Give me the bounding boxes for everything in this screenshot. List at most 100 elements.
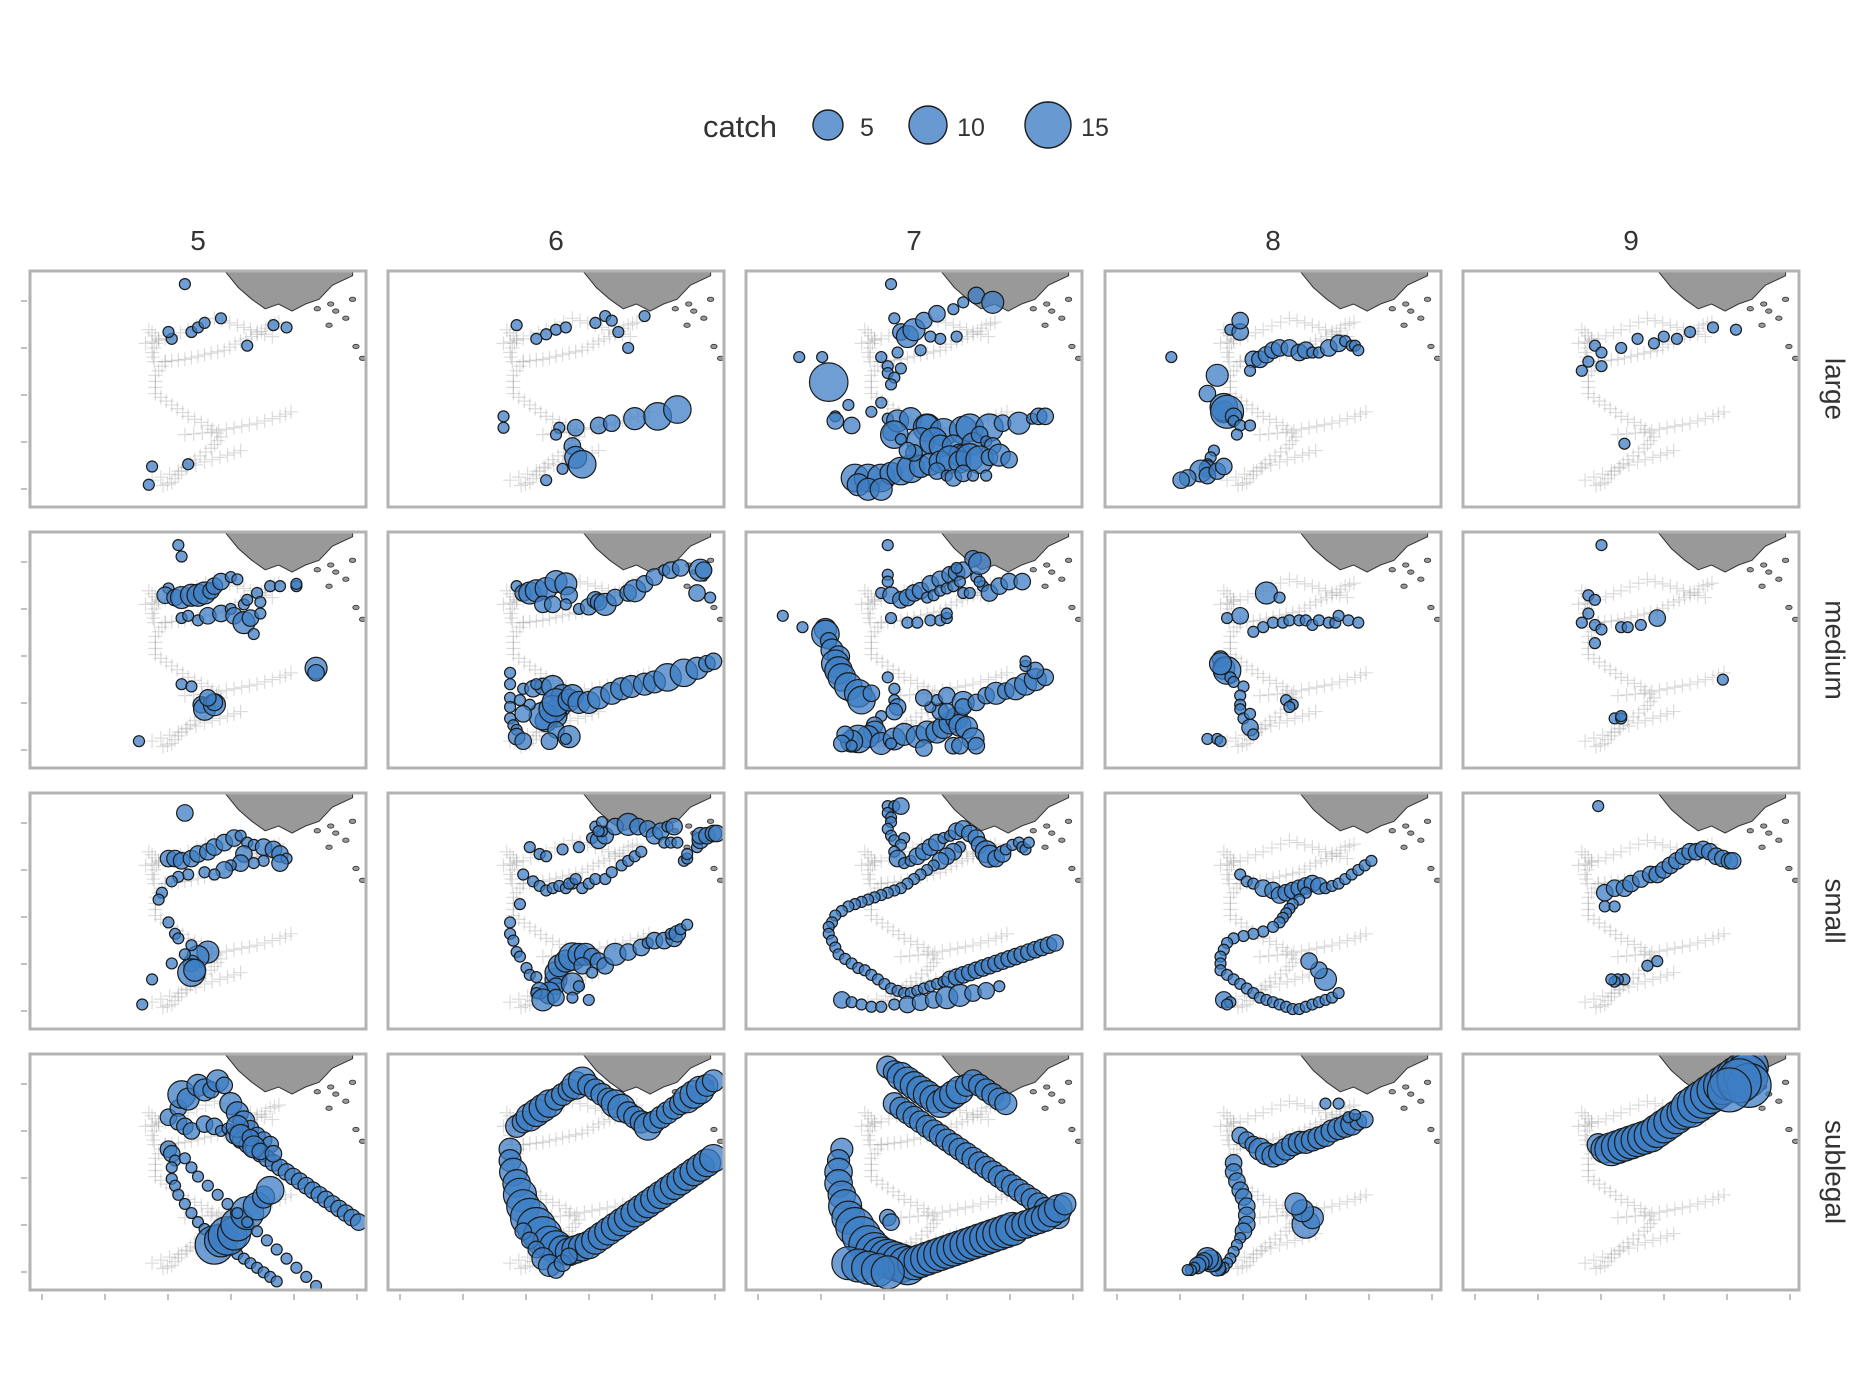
catch-point bbox=[165, 1161, 178, 1174]
track-cross bbox=[1311, 1103, 1326, 1118]
track-cross bbox=[568, 1127, 583, 1142]
track-cross bbox=[1637, 702, 1652, 717]
panel-border bbox=[1461, 530, 1801, 770]
track-cross bbox=[250, 416, 265, 431]
track-cross bbox=[1655, 315, 1670, 330]
catch-points bbox=[776, 539, 1055, 757]
track-cross bbox=[147, 340, 162, 355]
track-cross bbox=[1295, 448, 1310, 463]
island-4 bbox=[1427, 604, 1435, 611]
track-cross bbox=[505, 601, 520, 616]
track-cross bbox=[1581, 896, 1596, 911]
track-cross bbox=[1660, 681, 1675, 696]
track-cross bbox=[874, 615, 889, 630]
track-cross bbox=[1353, 407, 1368, 422]
track-cross bbox=[1263, 719, 1278, 733]
catch-point bbox=[681, 918, 694, 931]
track-cross bbox=[516, 354, 531, 369]
catch-point bbox=[1332, 1097, 1345, 1110]
track-cross bbox=[1332, 1196, 1347, 1211]
track-cross bbox=[174, 1247, 189, 1262]
island-7 bbox=[1423, 818, 1432, 824]
track-cross bbox=[1317, 678, 1332, 693]
track-cross bbox=[1262, 934, 1277, 949]
track-cross bbox=[1262, 673, 1277, 688]
panel-content bbox=[496, 793, 724, 1015]
catch-points bbox=[132, 539, 328, 748]
track-cross bbox=[1622, 840, 1637, 855]
track-cross bbox=[1620, 452, 1635, 467]
catch-point bbox=[1608, 900, 1621, 913]
track-cross bbox=[1630, 715, 1645, 730]
track-cross bbox=[1638, 713, 1653, 728]
facet-col-label-6: 6 bbox=[548, 225, 564, 256]
track-cross bbox=[250, 325, 265, 339]
track-cross bbox=[1240, 1111, 1255, 1126]
track-cross bbox=[981, 1194, 996, 1209]
track-cross bbox=[1652, 422, 1667, 437]
catch-point bbox=[215, 1076, 234, 1095]
track-cross bbox=[863, 340, 878, 355]
catch-points bbox=[1592, 800, 1742, 988]
landmass bbox=[224, 532, 354, 573]
track-cross bbox=[191, 871, 205, 886]
track-cross bbox=[145, 1117, 160, 1132]
track-cross bbox=[1226, 624, 1241, 639]
track-cross bbox=[499, 322, 514, 337]
track-cross bbox=[914, 706, 929, 721]
track-cross bbox=[1578, 867, 1593, 882]
track-cross bbox=[973, 935, 988, 950]
track-cross bbox=[1237, 467, 1252, 482]
track-cross bbox=[1592, 1177, 1607, 1192]
track-cross bbox=[1579, 872, 1594, 887]
track-cross bbox=[506, 629, 521, 644]
track-cross bbox=[629, 315, 644, 330]
track-cross bbox=[960, 1112, 975, 1127]
catch-point bbox=[573, 956, 592, 975]
track-cross bbox=[1716, 1187, 1731, 1202]
facet-row-label-small: small bbox=[1820, 878, 1851, 943]
track-cross bbox=[156, 1261, 171, 1276]
track-cross bbox=[1637, 425, 1652, 440]
panel-content bbox=[132, 532, 366, 754]
island-0 bbox=[1029, 306, 1037, 312]
track-cross bbox=[1633, 679, 1648, 694]
catch-point bbox=[556, 462, 569, 475]
island-6 bbox=[1775, 576, 1783, 582]
track-cross bbox=[529, 353, 544, 368]
track-cross bbox=[973, 1110, 988, 1125]
track-cross bbox=[1270, 687, 1285, 702]
track-cross bbox=[1606, 1108, 1621, 1123]
track-cross bbox=[1223, 896, 1238, 911]
panel-border bbox=[1103, 530, 1443, 770]
track-cross bbox=[926, 344, 941, 359]
island-1 bbox=[1402, 562, 1410, 568]
track-cross bbox=[1603, 662, 1618, 677]
track-cross bbox=[171, 467, 186, 482]
track-cross bbox=[1226, 855, 1241, 870]
track-cross bbox=[516, 354, 531, 369]
track-cross bbox=[1305, 840, 1320, 855]
track-cross bbox=[1295, 709, 1310, 724]
panel-border bbox=[386, 1052, 726, 1292]
island-6 bbox=[1058, 837, 1066, 843]
track-cross bbox=[1223, 629, 1238, 644]
catch-point bbox=[1247, 927, 1260, 940]
track-cross bbox=[1279, 425, 1294, 440]
track-cross bbox=[958, 1200, 973, 1215]
track-cross bbox=[1581, 902, 1596, 917]
catch-point bbox=[701, 1069, 724, 1093]
track-cross bbox=[1270, 1209, 1285, 1224]
island-4 bbox=[710, 343, 718, 350]
track-cross bbox=[1262, 412, 1277, 427]
track-cross bbox=[265, 1112, 280, 1127]
catch-points bbox=[497, 309, 692, 487]
track-cross bbox=[1627, 415, 1642, 430]
track-cross bbox=[1698, 329, 1713, 344]
track-cross bbox=[145, 595, 160, 610]
track-cross bbox=[1706, 1192, 1720, 1207]
track-cross bbox=[220, 448, 235, 463]
catch-point bbox=[1247, 728, 1260, 741]
track-cross bbox=[1669, 581, 1684, 596]
island-4 bbox=[1427, 1126, 1435, 1133]
